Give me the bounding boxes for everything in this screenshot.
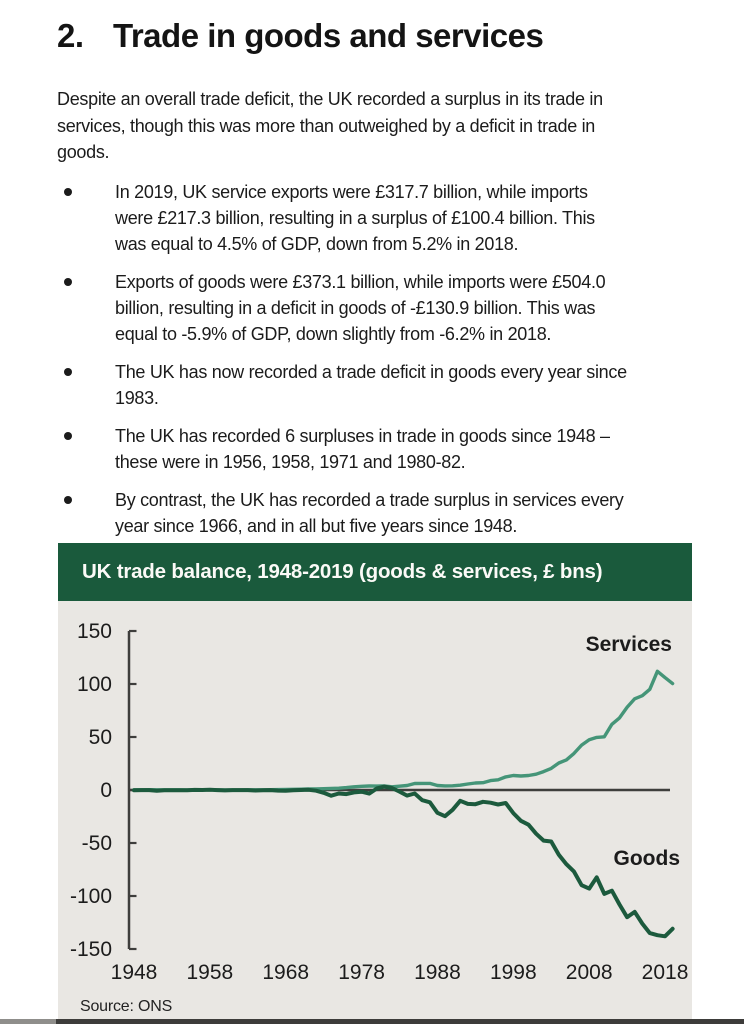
bullet-icon: [64, 496, 72, 504]
services-line: [132, 669, 675, 792]
intro-paragraph: Despite an overall trade deficit, the UK…: [57, 89, 603, 162]
x-tick-label: 2008: [566, 961, 613, 984]
list-item: The UK has recorded 6 surpluses in trade…: [57, 423, 697, 475]
y-tick-label: 100: [77, 673, 112, 696]
bullet-text: The UK has recorded 6 surpluses in trade…: [115, 426, 610, 472]
y-tick-label: 150: [77, 620, 112, 643]
heading-text: Trade in goods and services: [113, 17, 544, 54]
x-tick-label: 1998: [490, 961, 537, 984]
x-tick-label: 2018: [642, 961, 689, 984]
bullet-list: In 2019, UK service exports were £317.7 …: [57, 179, 697, 551]
x-tick-label: 1948: [111, 961, 158, 984]
goods-label: Goods: [614, 847, 681, 870]
chart-plot-area: 150 100 50 0 -50 -100 -150 1948 1958 1968 1978 1988…: [58, 601, 692, 1019]
chart-header: UK trade balance, 1948-2019 (goods & ser…: [58, 543, 692, 601]
bullet-text: The UK has now recorded a trade deficit …: [115, 362, 627, 408]
list-item: In 2019, UK service exports were £317.7 …: [57, 179, 697, 257]
y-tick-label: 50: [89, 726, 112, 749]
bullet-icon: [64, 432, 72, 440]
page-bottom-strip-left: [0, 1019, 56, 1024]
bullet-text: Exports of goods were £373.1 billion, wh…: [115, 272, 606, 344]
heading-number: 2.: [57, 17, 84, 54]
bullet-icon: [64, 368, 72, 376]
page-bottom-strip: [0, 1019, 744, 1024]
x-tick-label: 1958: [187, 961, 234, 984]
list-item: The UK has now recorded a trade deficit …: [57, 359, 697, 411]
list-item: Exports of goods were £373.1 billion, wh…: [57, 269, 697, 347]
y-tick-label: -50: [82, 832, 112, 855]
services-label: Services: [586, 633, 672, 656]
source-note: Source: ONS: [80, 998, 173, 1015]
page-title: 2. Trade in goods and services: [57, 14, 707, 58]
y-tick-label: 0: [100, 779, 112, 802]
list-item: By contrast, the UK has recorded a trade…: [57, 487, 697, 539]
bullet-icon: [64, 278, 72, 286]
chart-title: UK trade balance, 1948-2019 (goods & ser…: [82, 560, 603, 583]
y-tick-label: -100: [70, 885, 112, 908]
trade-balance-chart-card: UK trade balance, 1948-2019 (goods & ser…: [58, 543, 692, 1019]
goods-line: [132, 784, 675, 939]
y-tick-label: -150: [70, 938, 112, 961]
x-tick-label: 1988: [414, 961, 461, 984]
bullet-text: In 2019, UK service exports were £317.7 …: [115, 182, 595, 254]
x-tick-label: 1968: [262, 961, 309, 984]
bullet-text: By contrast, the UK has recorded a trade…: [115, 490, 624, 536]
x-tick-label: 1978: [338, 961, 385, 984]
bullet-icon: [64, 188, 72, 196]
